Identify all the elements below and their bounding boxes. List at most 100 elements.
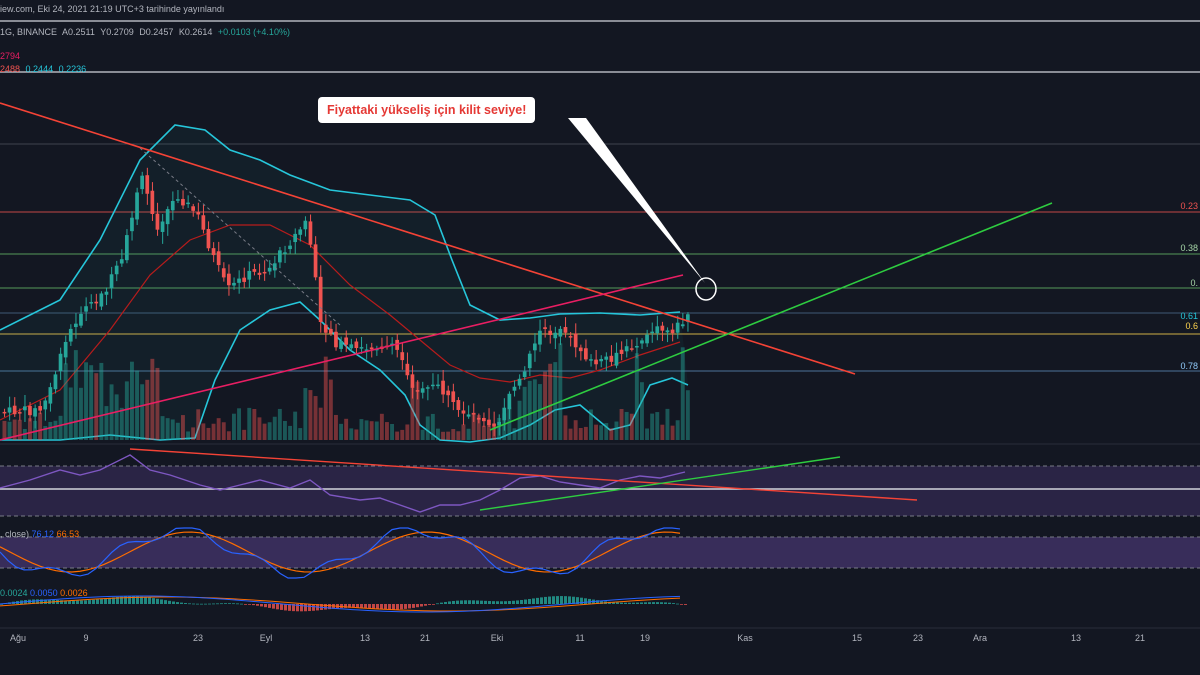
macd-histogram-bar [88, 600, 91, 604]
macd-histogram-bar [344, 604, 347, 608]
macd-histogram-bar [440, 602, 443, 604]
candle-body [431, 384, 435, 387]
candle-body [216, 251, 221, 266]
candle-body [364, 349, 369, 351]
candle-body [629, 348, 634, 350]
candle-body [145, 175, 150, 194]
macd-histogram-bar [276, 604, 279, 610]
x-tick-label: 21 [1135, 633, 1145, 643]
candle-body [191, 206, 195, 211]
stoch-d-value: 66.53 [56, 529, 80, 539]
volume-bar [619, 408, 624, 440]
candle-body [303, 220, 308, 230]
macd-histogram-bar [156, 598, 159, 604]
volume-bar [232, 413, 236, 440]
macd-histogram-bar [576, 597, 579, 604]
ohlc-low: D0.2457 [139, 27, 174, 37]
candle-body [369, 347, 374, 350]
candle-body [298, 229, 303, 235]
macd-histogram-bar [456, 600, 459, 604]
macd-histogram-bar [44, 599, 47, 604]
macd-histogram-bar [616, 602, 619, 604]
annotation-callout[interactable]: Fiyattaki yükseliş için kilit seviye! [318, 97, 536, 123]
volume-bar [283, 420, 287, 440]
macd-histogram-bar [636, 602, 639, 604]
volume-bar [7, 421, 12, 440]
volume-bar [257, 417, 262, 440]
ohlc-close: K0.2614 [178, 27, 213, 37]
candle-body [573, 333, 578, 348]
macd-histogram-bar [328, 604, 331, 610]
macd-histogram-bar [0, 604, 3, 605]
macd-histogram-bar [500, 601, 503, 604]
macd-histogram-bar [544, 596, 547, 604]
key-level-circle [695, 277, 717, 301]
macd-histogram-bar [128, 596, 131, 604]
volume-bar [196, 409, 201, 440]
candle-body [471, 413, 476, 415]
macd-histogram-bar [244, 604, 247, 605]
volume-bar [451, 429, 456, 440]
candle-body [400, 352, 405, 361]
candle-body [563, 327, 568, 333]
macd-histogram-bar [524, 599, 527, 604]
x-tick-label: Eki [491, 633, 504, 643]
volume-bar [181, 415, 185, 440]
macd-histogram-bar [352, 604, 355, 608]
indicator-legend-1: 2794 [0, 51, 23, 61]
volume-bar [640, 382, 644, 440]
volume-bar [655, 412, 660, 440]
x-tick-label: Ağu [10, 633, 26, 643]
candle-body [436, 384, 440, 387]
rsi-resistance-line [129, 448, 918, 501]
macd-histogram-bar [200, 603, 203, 605]
publish-info: iew.com, Eki 24, 2021 21:19 UTC+3 tarihi… [0, 4, 227, 14]
volume-bar [150, 358, 155, 440]
macd-histogram-bar [284, 604, 287, 611]
candle-body [476, 417, 481, 420]
bollinger-basis [0, 224, 681, 421]
candle-body [553, 332, 558, 339]
candle-body [227, 273, 231, 286]
macd-histogram-bar [144, 597, 147, 604]
volume-bar [28, 418, 32, 440]
macd-histogram-bar [380, 604, 383, 610]
candle-body [323, 324, 328, 333]
macd-histogram-bar [228, 603, 231, 604]
candle-body [619, 349, 624, 354]
volume-bar [334, 414, 338, 440]
macd-histogram-bar [372, 604, 375, 609]
stoch-k-value: 76.12 [31, 529, 55, 539]
volume-bar [328, 379, 333, 440]
rsi-band [0, 466, 1200, 516]
macd-histogram-bar [212, 603, 215, 605]
macd-histogram-bar [656, 602, 659, 604]
macd-histogram-bar [152, 598, 155, 604]
fib-label: 0.61 [1180, 311, 1198, 321]
macd-histogram-bar [536, 597, 539, 604]
volume-bar [140, 384, 145, 440]
macd-histogram-bar [596, 600, 599, 604]
callout-pointer [568, 118, 705, 283]
macd-histogram-bar [80, 600, 83, 604]
volume-bar [114, 394, 119, 440]
macd-histogram-bar [356, 604, 359, 608]
candle-body [247, 270, 252, 280]
candle-body [89, 302, 93, 304]
macd-histogram-bar [264, 604, 267, 608]
candle-body [38, 406, 42, 411]
volume-bar [145, 379, 150, 440]
macd-histogram-bar [112, 597, 115, 604]
candle-body [558, 328, 563, 337]
macd-histogram-bar [580, 597, 583, 604]
volume-bar [323, 356, 328, 440]
macd-histogram-bar [632, 602, 635, 604]
symbol-line[interactable]: 1G, BINANCE [0, 27, 58, 37]
volume-bar [436, 428, 440, 440]
volume-bar [242, 429, 247, 440]
volume-bar [221, 422, 226, 440]
candle-body [48, 387, 53, 404]
macd-histogram-bar [168, 600, 171, 604]
candle-body [456, 400, 461, 410]
